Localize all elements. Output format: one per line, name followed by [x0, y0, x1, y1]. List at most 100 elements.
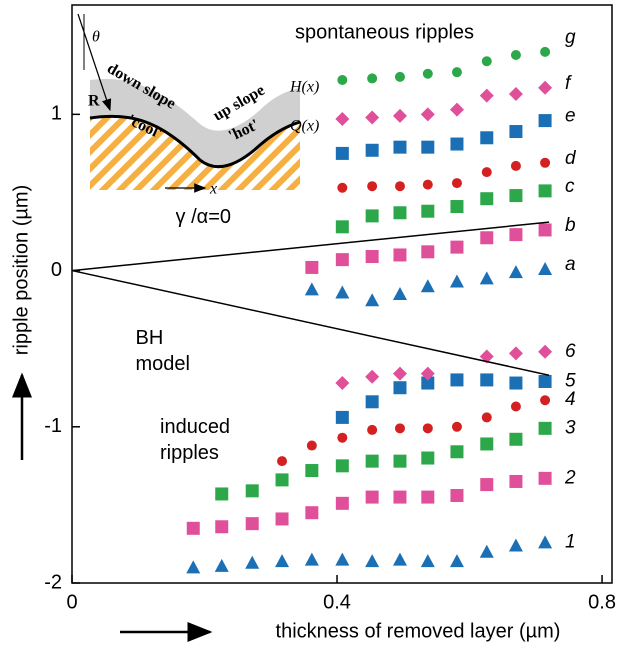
point: [509, 125, 523, 139]
point: [335, 376, 350, 391]
point: [480, 231, 494, 245]
series-label: 1: [565, 531, 576, 552]
point: [420, 107, 435, 122]
series-label: 5: [565, 370, 576, 391]
point: [538, 535, 553, 549]
point: [450, 240, 464, 254]
annotation: induced ripples: [160, 416, 231, 464]
inset-label: x: [209, 181, 217, 198]
point: [245, 555, 260, 569]
x-axis-label: thickness of removed layer (µm): [276, 620, 561, 642]
point: [306, 440, 317, 451]
point: [451, 67, 462, 78]
point: [479, 544, 494, 558]
point: [393, 381, 407, 395]
point: [420, 554, 435, 568]
point: [422, 423, 433, 434]
point: [479, 271, 494, 285]
point: [509, 376, 523, 390]
point: [509, 432, 523, 446]
point: [245, 484, 259, 498]
point: [214, 558, 229, 572]
point: [393, 206, 407, 220]
line-label: BH model: [135, 326, 190, 375]
y-tick-label: -1: [44, 415, 62, 437]
point: [510, 160, 521, 171]
point: [392, 366, 407, 381]
point: [540, 46, 551, 57]
point: [304, 282, 319, 296]
point: [305, 506, 319, 520]
point: [393, 454, 407, 468]
point: [479, 349, 494, 364]
point: [275, 473, 289, 487]
point: [394, 423, 405, 434]
series-label: e: [565, 106, 576, 127]
point: [509, 189, 523, 203]
series-label: f: [565, 73, 572, 94]
point: [275, 512, 289, 526]
point: [365, 250, 379, 264]
point: [335, 552, 350, 566]
point: [481, 412, 492, 423]
point: [393, 490, 407, 504]
point: [538, 421, 552, 435]
point: [304, 552, 319, 566]
point: [540, 395, 551, 406]
point: [421, 140, 435, 154]
point: [337, 432, 348, 443]
inset-label: H(x): [289, 79, 319, 96]
point: [450, 137, 464, 151]
inset-label: θ: [92, 29, 100, 46]
theory-line: [71, 269, 550, 376]
point: [450, 200, 464, 214]
annotation-box: induced ripples: [160, 416, 231, 464]
point: [420, 279, 435, 293]
point: [392, 108, 407, 123]
series-label: 2: [564, 467, 576, 488]
point: [365, 554, 380, 568]
point: [365, 454, 379, 468]
point: [480, 373, 494, 387]
point: [365, 209, 379, 223]
series-label: 4: [565, 389, 576, 410]
point: [508, 87, 523, 102]
point: [422, 179, 433, 190]
line-label-box: γ /α=0: [176, 206, 231, 228]
point: [508, 265, 523, 279]
series-label: a: [565, 254, 576, 275]
point: [450, 489, 464, 503]
point: [335, 112, 350, 127]
point: [451, 178, 462, 189]
inset: θ R down slope 'cool' up slope 'hot' H(x…: [77, 13, 319, 198]
point: [509, 228, 523, 242]
point: [538, 223, 552, 237]
point: [420, 366, 435, 381]
point: [186, 521, 200, 535]
point: [421, 204, 435, 218]
point: [393, 140, 407, 154]
point: [245, 517, 259, 531]
plot-frame: [71, 4, 613, 584]
point: [510, 401, 521, 412]
point: [335, 146, 349, 160]
point: [365, 369, 380, 384]
point: [392, 552, 407, 566]
y-tick-label: 0: [51, 259, 62, 281]
point: [365, 490, 379, 504]
point: [479, 88, 494, 103]
series-label: g: [565, 27, 576, 48]
point: [394, 181, 405, 192]
point: [393, 248, 407, 262]
point: [481, 167, 492, 178]
point: [215, 487, 229, 501]
inset-label: R: [88, 93, 100, 110]
point: [421, 245, 435, 259]
point: [277, 456, 288, 467]
point: [538, 262, 553, 276]
point: [421, 451, 435, 465]
point: [337, 182, 348, 193]
annotation: spontaneous ripples: [295, 21, 474, 43]
point: [510, 49, 521, 60]
point: [335, 253, 349, 267]
